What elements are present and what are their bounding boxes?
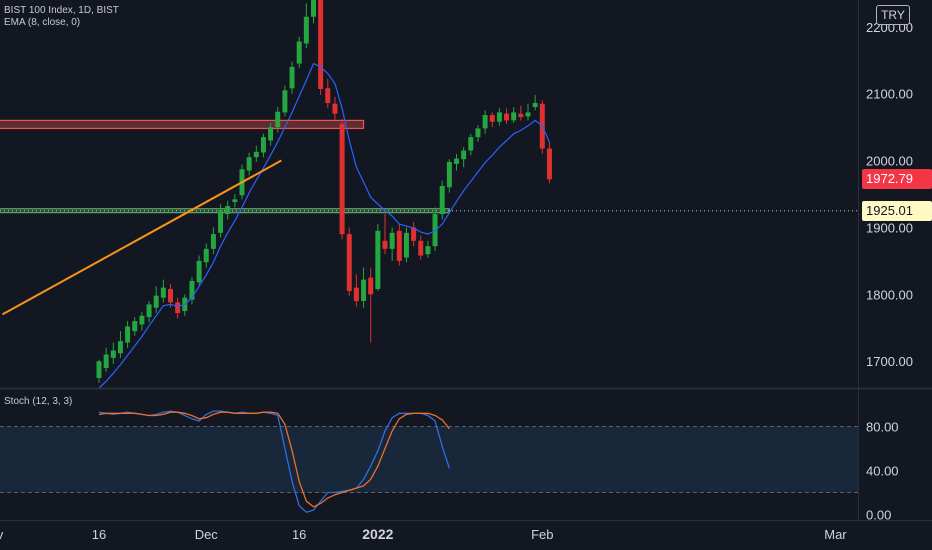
candle-body (446, 161, 452, 188)
candle-body (282, 90, 288, 113)
candle-body (489, 115, 495, 122)
candle-body (482, 115, 488, 129)
candle-body (146, 304, 152, 318)
candle-body (196, 260, 202, 283)
candle-body (203, 248, 209, 263)
candle-body (268, 127, 274, 141)
line-price-tag: 1925.01 (862, 200, 932, 221)
candle-body (189, 280, 195, 300)
candle-body (168, 288, 173, 303)
candle-body (368, 277, 374, 295)
stoch-k-line (98, 410, 451, 514)
candle-body (246, 157, 252, 171)
candle-body (275, 111, 281, 128)
time-tick-label: 16 (292, 527, 306, 542)
candle-body (303, 16, 309, 44)
time-tick-label: Dec (195, 527, 219, 542)
price-tick-label: 2000.00 (866, 154, 913, 169)
candle-body (218, 210, 224, 233)
candle-body (454, 158, 459, 164)
candle-body (439, 185, 445, 215)
currency-badge[interactable]: TRY (876, 5, 910, 25)
candle-body (103, 354, 109, 368)
candle-body (289, 66, 295, 89)
ema-line (98, 62, 551, 389)
trendline (1, 159, 282, 316)
stoch-tick-label: 0.00 (866, 508, 891, 523)
candle-body (532, 103, 538, 108)
candle-body (175, 302, 181, 314)
candle-body (411, 227, 417, 241)
candle-body (253, 151, 259, 158)
time-tick-label: Mar (824, 527, 847, 542)
last-price-tag: 1972.79 (862, 169, 932, 190)
candle-body (232, 199, 238, 203)
candle-body (382, 240, 388, 249)
candle-body (403, 232, 409, 258)
time-tick-label: 2022 (362, 526, 393, 542)
candle-body (511, 112, 517, 121)
price-tick-label: 1900.00 (866, 220, 913, 235)
candle-body (425, 246, 431, 255)
price-tick-label: 1700.00 (866, 354, 913, 369)
candle-body (353, 287, 359, 302)
stoch-band-fill (0, 426, 858, 493)
symbol-legend[interactable]: BIST 100 Index, 1D, BIST EMA (8, close, … (4, 5, 119, 29)
candle-body (468, 137, 474, 151)
stoch-tick-label: 80.00 (866, 420, 899, 435)
candle-body (132, 321, 138, 332)
price-tick-label: 1800.00 (866, 287, 913, 302)
candle-body (389, 232, 395, 249)
symbol-title: BIST 100 Index, 1D, BIST (4, 5, 119, 16)
stoch-pane (0, 410, 858, 514)
candle-body (361, 279, 367, 302)
candle-body (160, 287, 166, 298)
candle-body (110, 350, 116, 358)
candle-body (125, 326, 131, 343)
stoch-tick-label: 40.00 (866, 464, 899, 479)
candle-body (210, 234, 216, 249)
candle-body (318, 0, 324, 89)
candle-body (225, 206, 231, 215)
candle-body (139, 315, 145, 325)
candle-body (461, 150, 467, 160)
candle-body (375, 230, 381, 289)
time-tick-label: Nov (0, 527, 4, 542)
stoch-legend[interactable]: Stoch (12, 3, 3) (4, 396, 73, 407)
stoch-d-line (98, 411, 450, 508)
resistance-zone (0, 119, 365, 130)
candle-body (518, 113, 524, 118)
price-tick-label: 2100.00 (866, 87, 913, 102)
candle-body (153, 295, 159, 308)
candle-body (311, 0, 316, 17)
candle-body (525, 112, 531, 117)
candle-body (475, 128, 481, 138)
price-pane (0, 0, 858, 389)
candle-body (296, 41, 302, 64)
candle-body (260, 137, 266, 153)
candle-body (418, 240, 424, 256)
candle-body (117, 341, 123, 354)
candle-body (332, 103, 338, 114)
candle-body (346, 234, 352, 291)
candle-body (496, 112, 502, 122)
candle-body (396, 230, 402, 261)
candle-body (96, 361, 102, 378)
time-tick-label: Feb (531, 527, 553, 542)
ema-legend[interactable]: EMA (8, close, 0) (4, 17, 81, 28)
time-tick-label: 16 (92, 527, 106, 542)
candle-body (325, 88, 331, 104)
candle-body (339, 123, 345, 235)
candle-body (504, 113, 510, 121)
candle-body (546, 148, 552, 180)
